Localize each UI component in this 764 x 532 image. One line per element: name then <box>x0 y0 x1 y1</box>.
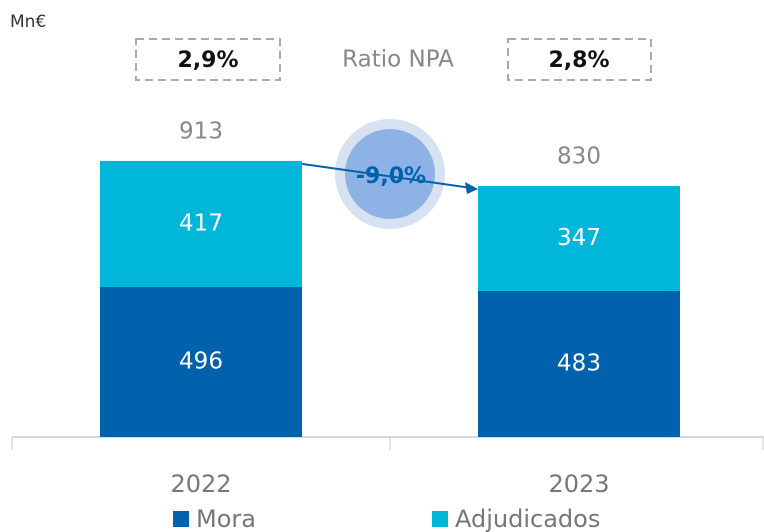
change-label: -9,0% <box>356 164 426 189</box>
ratio-title: Ratio NPA <box>342 47 454 73</box>
legend-label: Mora <box>196 505 256 532</box>
ratio-box <box>135 38 281 81</box>
bar-segment <box>478 290 680 437</box>
unit-label: Mn€ <box>10 12 46 32</box>
bar-segment <box>100 287 302 437</box>
total-label: 830 <box>557 144 601 170</box>
x-tick-label: 2022 <box>170 470 231 498</box>
legend-swatch <box>173 511 189 527</box>
bar-segment <box>100 160 302 288</box>
value-label: 417 <box>179 210 223 236</box>
legend-swatch <box>432 511 448 527</box>
value-label: 496 <box>179 349 223 375</box>
arrow-head <box>465 182 478 195</box>
ratio-box <box>507 38 652 81</box>
x-tick-label: 2023 <box>548 470 609 498</box>
change-bubble <box>345 129 435 219</box>
change-arrow <box>301 162 469 189</box>
ratio-value: 2,9% <box>177 48 238 73</box>
value-label: 347 <box>557 225 601 251</box>
legend-label: Adjudicados <box>455 505 600 532</box>
total-label: 913 <box>179 118 223 144</box>
ratio-value: 2,8% <box>548 48 609 73</box>
bar-segment <box>478 186 680 291</box>
value-label: 483 <box>557 350 601 376</box>
